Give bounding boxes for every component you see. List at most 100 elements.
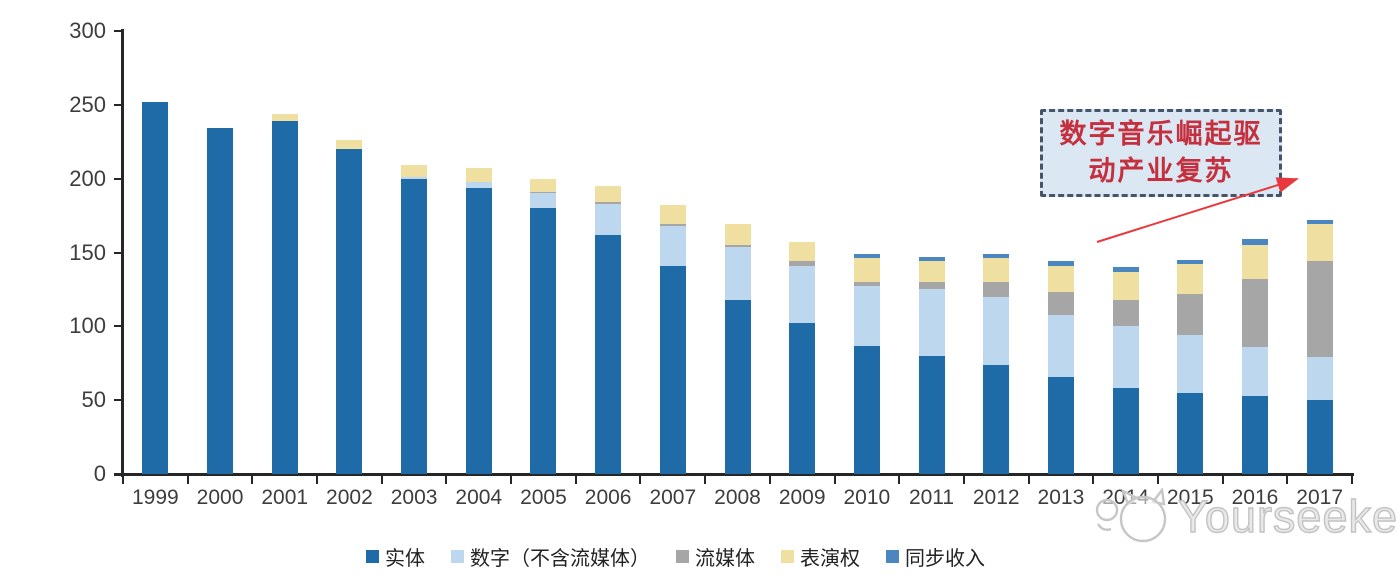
legend-swatch-streaming — [676, 550, 689, 563]
bar-2010-digital-excl-streaming — [853, 286, 880, 346]
bar-2014-sync-revenue — [1112, 267, 1139, 272]
bar-2003-performance-rights — [401, 165, 428, 178]
x-axis-label-2003: 2003 — [390, 486, 438, 509]
watermark-text: Yourseeker — [1177, 490, 1398, 542]
x-axis-label-2012: 2012 — [972, 486, 1020, 509]
bar-2013-streaming — [1047, 292, 1074, 315]
bar-2014-digital-excl-streaming — [1112, 326, 1139, 389]
bar-2008-digital-excl-streaming — [724, 246, 751, 300]
legend-item-performance-rights: 表演权 — [781, 542, 860, 571]
bar-2015-streaming — [1177, 293, 1204, 336]
y-axis-label-200: 200 — [69, 165, 106, 191]
x-tick-13 — [962, 476, 965, 484]
legend-swatch-performance-rights — [781, 550, 794, 563]
watermark: Yourseeker — [1090, 488, 1398, 546]
legend-item-sync-revenue: 同步收入 — [886, 542, 985, 571]
bar-2010-performance-rights — [853, 258, 880, 283]
bar-2011-digital-excl-streaming — [918, 289, 945, 356]
bar-2005-digital-excl-streaming — [530, 193, 557, 209]
x-axis-label-2017: 2017 — [1296, 486, 1344, 509]
x-tick-18 — [1286, 476, 1289, 484]
bar-2015-sync-revenue — [1177, 259, 1204, 265]
bar-2007-digital-excl-streaming — [659, 225, 686, 266]
legend-swatch-physical — [366, 550, 379, 563]
x-tick-7 — [574, 476, 577, 484]
annotation-text-line1: 数字音乐崛起驱 — [1059, 119, 1263, 149]
x-tick-9 — [704, 476, 707, 484]
bar-2012-sync-revenue — [983, 253, 1010, 259]
bar-2016-performance-rights — [1241, 245, 1268, 280]
y-tick-0 — [114, 473, 122, 475]
y-tick-100 — [114, 325, 122, 328]
bar-2010-sync-revenue — [853, 253, 880, 259]
bar-2007-physical — [659, 265, 686, 474]
bar-2016-streaming — [1241, 279, 1268, 347]
x-axis-label-2013: 2013 — [1037, 486, 1085, 509]
x-axis-label-2009: 2009 — [778, 486, 826, 509]
x-tick-6 — [510, 476, 513, 484]
bar-2008-physical — [724, 299, 751, 474]
bar-1999-physical — [142, 101, 169, 474]
bar-2017-digital-excl-streaming — [1306, 357, 1333, 401]
bar-2000-physical — [207, 128, 234, 474]
bar-2012-digital-excl-streaming — [983, 296, 1010, 365]
legend: 实体 数字（不含流媒体） 流媒体 表演权 同步收入 — [366, 542, 985, 571]
bar-2005-physical — [530, 208, 557, 474]
bar-2006-performance-rights — [595, 186, 622, 203]
x-axis-label-2011: 2011 — [908, 486, 955, 509]
legend-label-sync-revenue: 同步收入 — [905, 548, 985, 570]
x-axis-label-2005: 2005 — [520, 486, 567, 509]
x-axis-label-2008: 2008 — [714, 486, 761, 509]
y-axis-label-0: 0 — [93, 461, 106, 486]
x-tick-5 — [445, 476, 448, 484]
legend-swatch-sync-revenue — [886, 550, 899, 563]
bar-2007-streaming — [659, 224, 686, 226]
bar-2013-sync-revenue — [1047, 261, 1074, 266]
bar-2003-physical — [401, 178, 428, 474]
bar-2015-performance-rights — [1177, 264, 1204, 294]
x-axis-line — [114, 473, 1354, 476]
bar-2016-sync-revenue — [1241, 239, 1268, 246]
bar-2004-digital-excl-streaming — [465, 181, 492, 188]
bar-2011-physical — [918, 355, 945, 474]
x-axis-label-2002: 2002 — [326, 486, 373, 509]
y-axis-label-300: 300 — [69, 18, 106, 43]
bar-2017-streaming — [1306, 261, 1333, 358]
bar-2004-physical — [465, 187, 492, 474]
x-tick-4 — [380, 476, 383, 484]
x-tick-3 — [316, 476, 319, 484]
legend-label-performance-rights: 表演权 — [800, 548, 860, 570]
x-axis-label-2006: 2006 — [584, 486, 632, 509]
bar-2013-digital-excl-streaming — [1047, 314, 1074, 377]
legend-item-streaming: 流媒体 — [676, 542, 755, 571]
x-axis-label-2000: 2000 — [196, 486, 244, 509]
x-axis-label-2015: 2015 — [1166, 486, 1214, 509]
bar-2009-digital-excl-streaming — [789, 265, 816, 324]
bar-2008-streaming — [724, 245, 751, 247]
y-tick-50 — [114, 399, 122, 402]
bar-2016-physical — [1241, 395, 1268, 474]
bar-2006-streaming — [595, 202, 622, 204]
bar-2010-streaming — [853, 282, 880, 287]
bar-2011-sync-revenue — [918, 256, 945, 262]
y-axis-label-250: 250 — [69, 91, 106, 117]
y-tick-300 — [114, 30, 122, 32]
bar-2005-streaming — [530, 191, 557, 194]
bar-2005-performance-rights — [530, 178, 557, 192]
yourseeker-logo — [1095, 488, 1167, 543]
x-tick-14 — [1027, 476, 1030, 484]
bar-2015-digital-excl-streaming — [1177, 335, 1204, 393]
bar-2011-performance-rights — [918, 261, 945, 283]
bar-2001-performance-rights — [271, 113, 298, 122]
y-axis-label-150: 150 — [69, 239, 106, 265]
bar-2013-physical — [1047, 376, 1074, 474]
x-tick-19 — [1351, 476, 1353, 484]
y-axis-line — [121, 29, 124, 477]
bar-2012-performance-rights — [983, 258, 1010, 283]
x-axis-label-2010: 2010 — [843, 486, 891, 509]
bar-2011-streaming — [918, 282, 945, 290]
x-axis-label-1999: 1999 — [131, 486, 179, 509]
legend-label-digital-excl-streaming: 数字（不含流媒体） — [470, 548, 650, 570]
legend-swatch-digital-excl-streaming — [451, 550, 464, 563]
legend-item-physical: 实体 — [366, 542, 425, 571]
